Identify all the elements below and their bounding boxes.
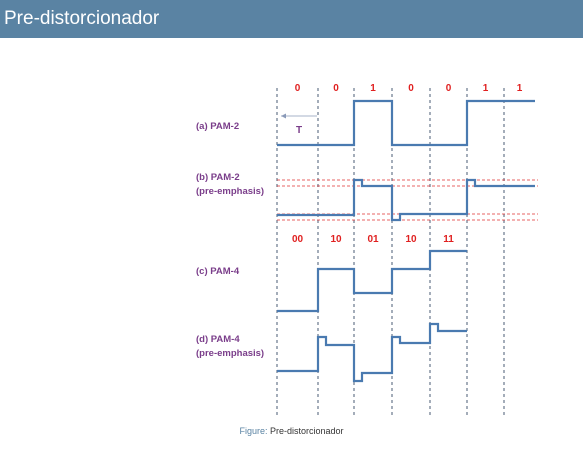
period-label: T [296, 125, 302, 136]
page-title: Pre-distorcionador [4, 8, 160, 29]
page-header: Pre-distorcionador [0, 0, 583, 38]
symbol-label-0: 00 [292, 234, 304, 245]
bit-label-6: 1 [517, 83, 523, 94]
label-c-pam4: (c) PAM-4 [196, 266, 240, 277]
waveform-a-pam2 [277, 99, 535, 147]
bit-label-3: 0 [408, 83, 414, 94]
bit-label-4: 0 [446, 83, 452, 94]
label-d-pam4: (d) PAM-4 [196, 334, 240, 345]
pam2-bit-labels: 0 0 1 0 0 1 1 [295, 83, 523, 94]
waveform-c-pam4 [277, 249, 467, 313]
label-b-pam2: (b) PAM-2 [196, 172, 240, 183]
bit-label-0: 0 [295, 83, 301, 94]
symbol-label-2: 01 [367, 234, 379, 245]
label-b-pre-emphasis: (pre-emphasis) [196, 186, 264, 197]
label-d-pre-emphasis: (pre-emphasis) [196, 348, 264, 359]
symbol-label-1: 10 [330, 234, 342, 245]
waveform-b-pam2-pre-emphasis [277, 178, 535, 222]
caption-label: Figure: [239, 426, 268, 436]
label-a-pam2: (a) PAM-2 [196, 121, 239, 132]
symbol-label-3: 10 [405, 234, 417, 245]
period-arrow-head [281, 113, 286, 119]
caption-text: Pre-distorcionador [269, 426, 344, 436]
period-marker: T [281, 113, 317, 136]
bit-label-1: 0 [333, 83, 339, 94]
symbol-label-4: 11 [443, 234, 454, 245]
symbol-boundary-guides [276, 88, 505, 416]
figure-caption: Figure: Pre-distorcionador [0, 426, 583, 436]
pam4-symbol-labels: 00 10 01 10 11 [292, 234, 454, 245]
bit-label-2: 1 [370, 83, 376, 94]
bit-label-5: 1 [483, 83, 489, 94]
waveform-d-pam4-pre-emphasis [277, 322, 467, 383]
